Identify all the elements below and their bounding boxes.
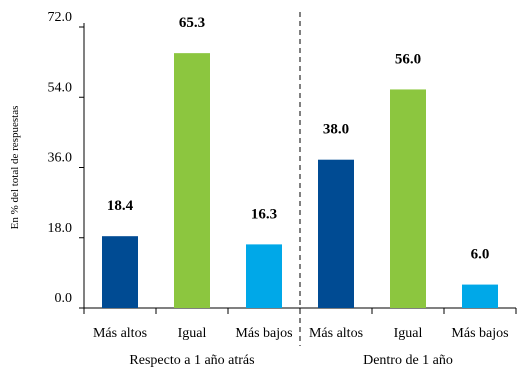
- y-tick-label: 72.0: [48, 10, 73, 25]
- y-tick-label: 18.0: [48, 221, 73, 236]
- bar: [174, 53, 210, 308]
- category-label: Igual: [394, 326, 423, 341]
- group-label: Dentro de 1 año: [363, 353, 453, 368]
- bar: [462, 284, 498, 308]
- data-label: 65.3: [179, 15, 205, 31]
- category-label: Más bajos: [235, 326, 292, 341]
- category-label: Igual: [178, 326, 207, 341]
- y-tick-label: 36.0: [48, 151, 73, 166]
- category-label: Más altos: [93, 326, 147, 341]
- y-tick-label: 54.0: [48, 80, 73, 95]
- category-label: Más bajos: [451, 326, 508, 341]
- bar: [390, 89, 426, 308]
- bar: [246, 244, 282, 308]
- y-tick-label: 0.0: [55, 291, 73, 306]
- bars: [102, 53, 498, 308]
- axes: 0.0 18.0 36.0 54.0 72.0 En % del total de res…: [9, 10, 517, 346]
- bar: [102, 236, 138, 308]
- bar: [318, 159, 354, 308]
- data-label: 6.0: [471, 247, 490, 263]
- data-label: 18.4: [107, 198, 134, 214]
- data-label: 38.0: [323, 122, 349, 138]
- labels: 18.4 Más altos 65.3 Igual 16.3 Más bajos Respe…: [93, 15, 509, 368]
- y-axis-label: En % del total de respuestas: [9, 106, 21, 230]
- data-label: 56.0: [395, 51, 421, 67]
- group-label: Respecto a 1 año atrás: [129, 353, 254, 368]
- data-label: 16.3: [251, 206, 277, 222]
- category-label: Más altos: [309, 326, 363, 341]
